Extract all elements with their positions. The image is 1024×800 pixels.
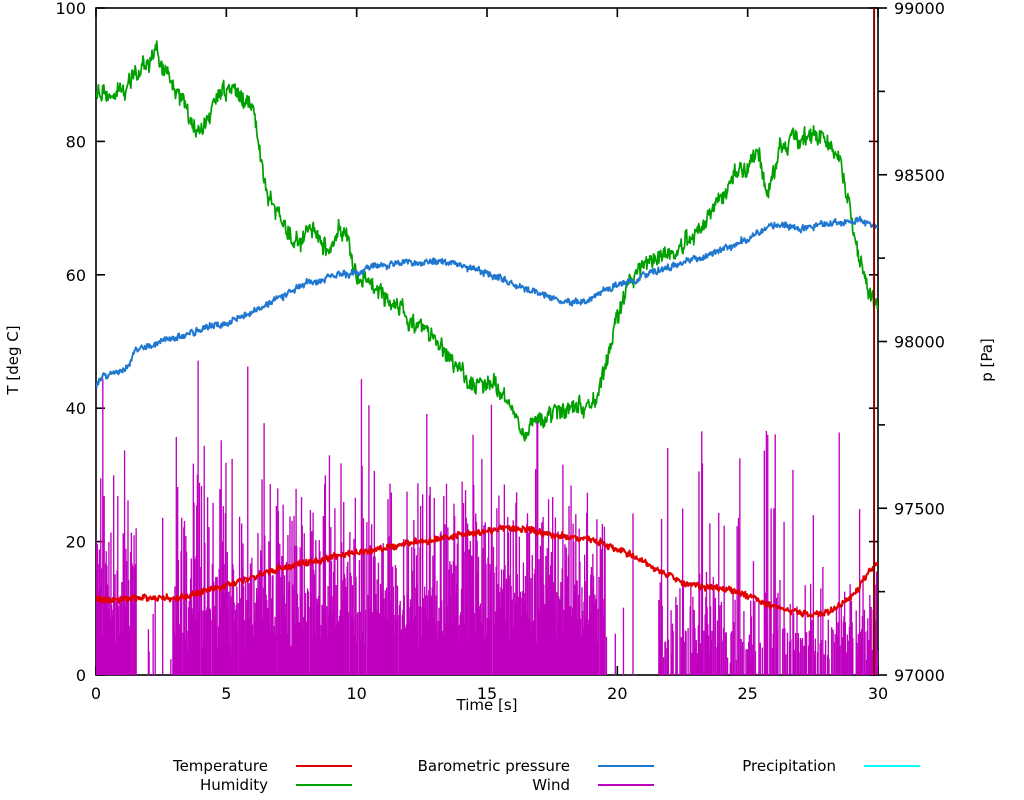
chart-legend: Temperature Barometric pressure Precipitat… [172,757,920,794]
x-axis-title: Time [s] [456,696,518,714]
y2-tick-label: 98500 [894,166,945,185]
x-tick-label: 20 [607,684,627,703]
y-axis-right-title: p [Pa] [978,338,996,382]
plot-area [96,8,878,675]
x-tick-label: 5 [221,684,231,703]
y-axis-left-title: T [deg C] [4,325,22,395]
series-humidity [96,40,878,442]
y2-tick-label: 97500 [894,499,945,518]
x-tick-label: 10 [346,684,366,703]
series-temperature [96,524,878,618]
y2-tick-label: 97000 [894,666,945,685]
y-tick-label: 100 [55,0,86,18]
y-tick-label: 20 [66,533,86,552]
y-axis-right-ticks: 97000 97500 98000 98500 99000 [878,0,945,685]
legend-label: Temperature [172,757,268,775]
x-axis-ticks: 0 5 10 15 20 25 30 [91,8,888,703]
legend-label: Precipitation [742,757,836,775]
y-tick-label: 0 [76,666,86,685]
x-tick-label: 15 [477,684,497,703]
legend-label: Wind [532,776,570,794]
y-tick-label: 60 [66,266,86,285]
y-tick-label: 80 [66,132,86,151]
series-barometric-pressure [96,215,878,389]
legend-label: Barometric pressure [418,757,570,775]
x-tick-label: 0 [91,684,101,703]
y2-tick-label: 98000 [894,333,945,352]
legend-label: Humidity [200,776,268,794]
y-tick-label: 40 [66,399,86,418]
series-wind [96,360,878,675]
y2-tick-label: 99000 [894,0,945,18]
x-tick-label: 25 [737,684,757,703]
x-tick-label: 30 [868,684,888,703]
